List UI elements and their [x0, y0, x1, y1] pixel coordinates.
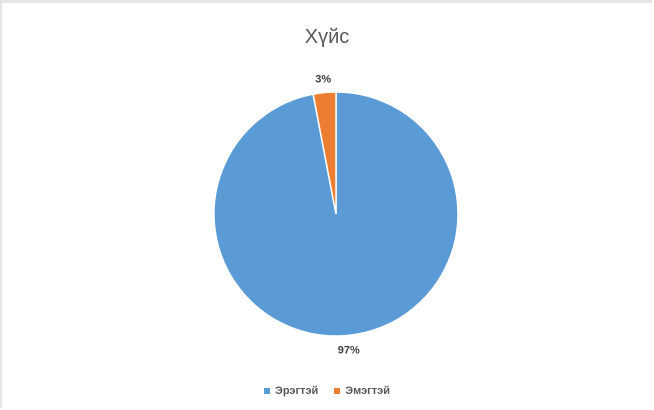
legend-label-female: Эмэгтэй	[345, 385, 390, 397]
legend-swatch-female	[334, 388, 341, 394]
legend: Эрэгтэй Эмэгтэй	[0, 385, 654, 397]
legend-label-male: Эрэгтэй	[275, 385, 319, 397]
legend-swatch-male	[264, 388, 270, 394]
data-label-female: 3%	[315, 74, 331, 86]
legend-item-female: Эмэгтэй	[334, 385, 390, 397]
pie-slice-female	[312, 91, 337, 215]
chart-title: Хүйс	[304, 26, 350, 48]
legend-item-male: Эрэгтэй	[264, 385, 318, 397]
data-label-male: 97%	[338, 344, 360, 356]
